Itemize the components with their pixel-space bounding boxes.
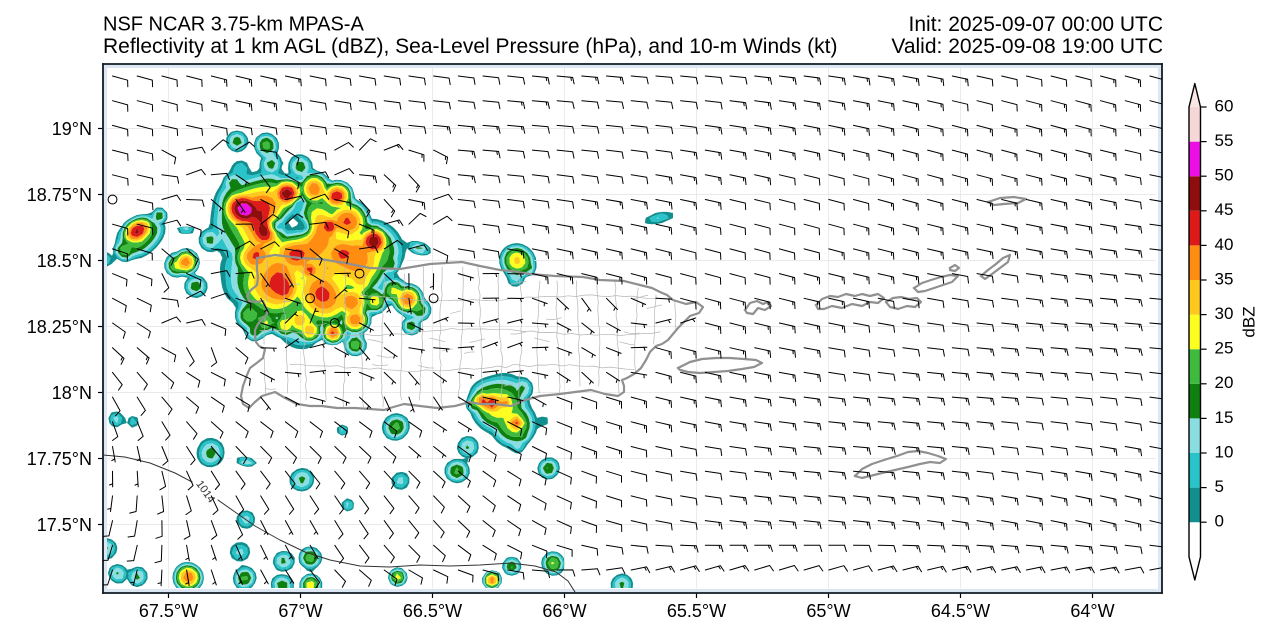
svg-text:18.5°N: 18.5°N bbox=[37, 251, 92, 271]
svg-text:64.5°W: 64.5°W bbox=[931, 601, 990, 621]
svg-text:35: 35 bbox=[1215, 269, 1234, 288]
svg-text:19°N: 19°N bbox=[52, 119, 92, 139]
svg-text:64°W: 64°W bbox=[1070, 601, 1114, 621]
svg-text:17.5°N: 17.5°N bbox=[37, 515, 92, 535]
svg-text:60: 60 bbox=[1215, 96, 1234, 115]
svg-text:20: 20 bbox=[1215, 373, 1234, 392]
svg-text:30: 30 bbox=[1215, 304, 1234, 323]
svg-text:Valid: 2025-09-08 19:00 UTC: Valid: 2025-09-08 19:00 UTC bbox=[891, 35, 1163, 58]
svg-text:NSF NCAR 3.75-km MPAS-A: NSF NCAR 3.75-km MPAS-A bbox=[103, 13, 364, 35]
svg-text:5: 5 bbox=[1215, 477, 1224, 496]
svg-text:45: 45 bbox=[1215, 200, 1234, 219]
svg-text:dBZ: dBZ bbox=[1239, 306, 1258, 337]
svg-text:18°N: 18°N bbox=[52, 383, 92, 403]
svg-text:15: 15 bbox=[1215, 408, 1234, 427]
svg-text:17.75°N: 17.75°N bbox=[27, 449, 92, 469]
svg-text:67.5°W: 67.5°W bbox=[139, 601, 198, 621]
svg-text:10: 10 bbox=[1215, 442, 1234, 461]
svg-text:66.5°W: 66.5°W bbox=[403, 601, 462, 621]
svg-text:67°W: 67°W bbox=[278, 601, 322, 621]
svg-text:25: 25 bbox=[1215, 339, 1234, 358]
svg-text:65.5°W: 65.5°W bbox=[667, 601, 726, 621]
svg-text:18.75°N: 18.75°N bbox=[27, 185, 92, 205]
svg-text:Reflectivity at 1 km AGL (dBZ): Reflectivity at 1 km AGL (dBZ), Sea-Leve… bbox=[103, 35, 837, 58]
svg-text:Init: 2025-09-07 00:00 UTC: Init: 2025-09-07 00:00 UTC bbox=[909, 13, 1163, 36]
svg-text:40: 40 bbox=[1215, 235, 1234, 254]
svg-text:0: 0 bbox=[1215, 512, 1224, 531]
svg-text:50: 50 bbox=[1215, 166, 1234, 185]
svg-text:55: 55 bbox=[1215, 131, 1234, 150]
svg-text:66°W: 66°W bbox=[542, 601, 586, 621]
svg-text:18.25°N: 18.25°N bbox=[27, 317, 92, 337]
svg-text:65°W: 65°W bbox=[806, 601, 850, 621]
